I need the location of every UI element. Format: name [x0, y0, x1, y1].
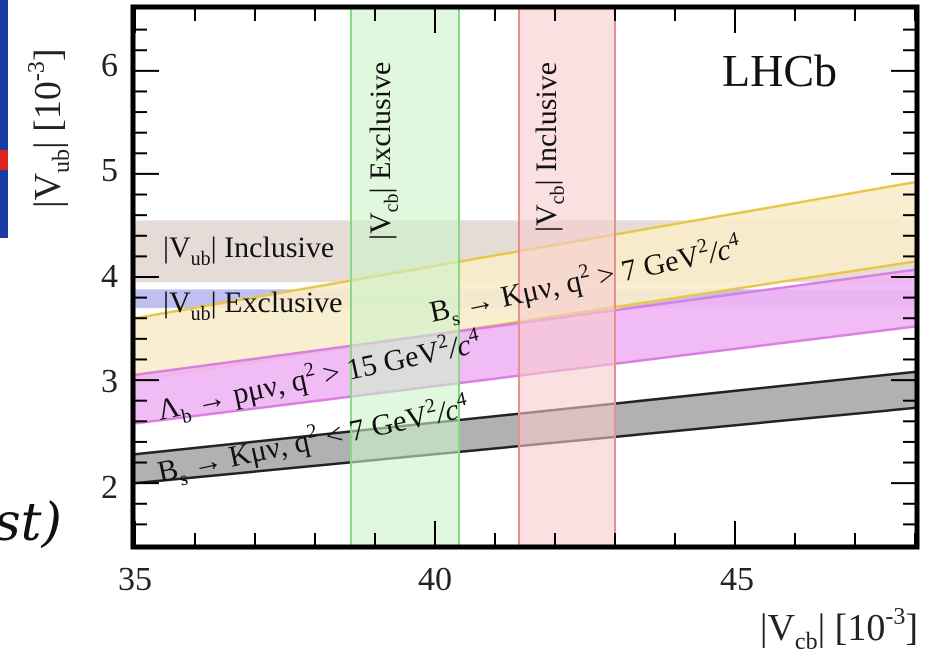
plot-frame — [130, 4, 920, 550]
vub-exclusive-label: |Vub| Exclusive — [163, 286, 342, 325]
lhcb-logo: LHCb — [722, 45, 837, 96]
neighbor-plot-strip — [0, 0, 8, 238]
y-axis-title: |Vub| [10-3] — [24, 49, 75, 208]
y-tick-label-3: 3 — [101, 363, 118, 400]
y-tick-label-4: 4 — [101, 258, 118, 295]
x-tick-label-40: 40 — [418, 561, 452, 598]
neighbor-figure-crop: st) — [0, 0, 62, 553]
vcb-exclusive-label: |Vcb| Exclusive — [364, 62, 403, 240]
ticks-layer — [134, 9, 916, 545]
band-vcb-inclusive — [519, 9, 615, 545]
bands-layer — [134, 9, 916, 545]
vcb-inclusive-label: |Vcb| Inclusive — [530, 62, 569, 232]
band-vcb-exclusive — [351, 9, 459, 545]
cropped-formula-text: st) — [0, 493, 62, 553]
vub-inclusive-label: |Vub| Inclusive — [163, 231, 334, 270]
x-tick-label-45: 45 — [720, 561, 754, 598]
x-axis-title: |Vcb| [10-3] — [760, 604, 918, 652]
y-tick-label-2: 2 — [101, 469, 118, 506]
y-tick-label-5: 5 — [101, 152, 118, 189]
x-tick-label-35: 35 — [118, 561, 152, 598]
neighbor-plot-red-strip — [0, 150, 8, 170]
y-tick-label-6: 6 — [101, 47, 118, 84]
